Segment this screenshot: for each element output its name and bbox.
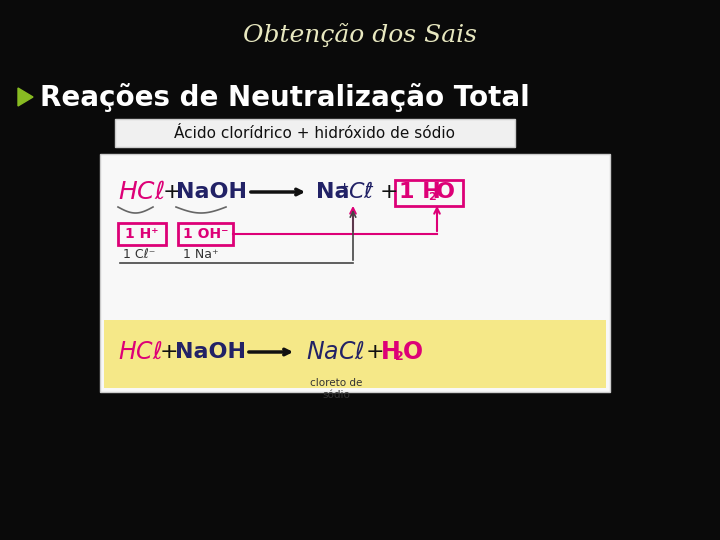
- FancyBboxPatch shape: [118, 223, 166, 245]
- Text: 2: 2: [395, 350, 404, 363]
- FancyBboxPatch shape: [100, 154, 610, 392]
- Text: 1 H: 1 H: [399, 182, 441, 202]
- Text: 1 OH⁻: 1 OH⁻: [183, 227, 228, 241]
- FancyBboxPatch shape: [395, 180, 463, 206]
- Text: +: +: [340, 182, 349, 192]
- Text: O: O: [436, 182, 455, 202]
- Text: +: +: [163, 182, 181, 202]
- Text: +: +: [380, 182, 399, 202]
- Text: Na: Na: [316, 182, 349, 202]
- FancyBboxPatch shape: [115, 119, 515, 147]
- Text: −: −: [365, 182, 374, 192]
- Text: 2: 2: [428, 192, 436, 202]
- FancyBboxPatch shape: [104, 320, 606, 388]
- Polygon shape: [18, 88, 33, 106]
- Text: $NaC\ell$: $NaC\ell$: [306, 340, 365, 364]
- Text: $HC\ell$: $HC\ell$: [118, 180, 165, 204]
- Text: 1 Cℓ⁻: 1 Cℓ⁻: [123, 248, 156, 261]
- Text: Ácido clorídrico + hidróxido de sódio: Ácido clorídrico + hidróxido de sódio: [174, 125, 456, 140]
- Text: H: H: [381, 340, 401, 364]
- Text: +: +: [160, 342, 179, 362]
- Text: +: +: [366, 342, 384, 362]
- Text: cloreto de
sódio: cloreto de sódio: [310, 378, 362, 400]
- Text: $C\ell$: $C\ell$: [348, 182, 374, 202]
- Text: NaOH: NaOH: [176, 182, 247, 202]
- Text: 1 Na⁺: 1 Na⁺: [183, 248, 219, 261]
- Text: 1 H⁺: 1 H⁺: [125, 227, 158, 241]
- Text: Reações de Neutralização Total: Reações de Neutralização Total: [40, 83, 530, 111]
- Text: Obtenção dos Sais: Obtenção dos Sais: [243, 23, 477, 47]
- Text: O: O: [403, 340, 423, 364]
- Text: $HC\ell$: $HC\ell$: [118, 340, 163, 364]
- Text: NaOH: NaOH: [175, 342, 246, 362]
- FancyBboxPatch shape: [178, 223, 233, 245]
